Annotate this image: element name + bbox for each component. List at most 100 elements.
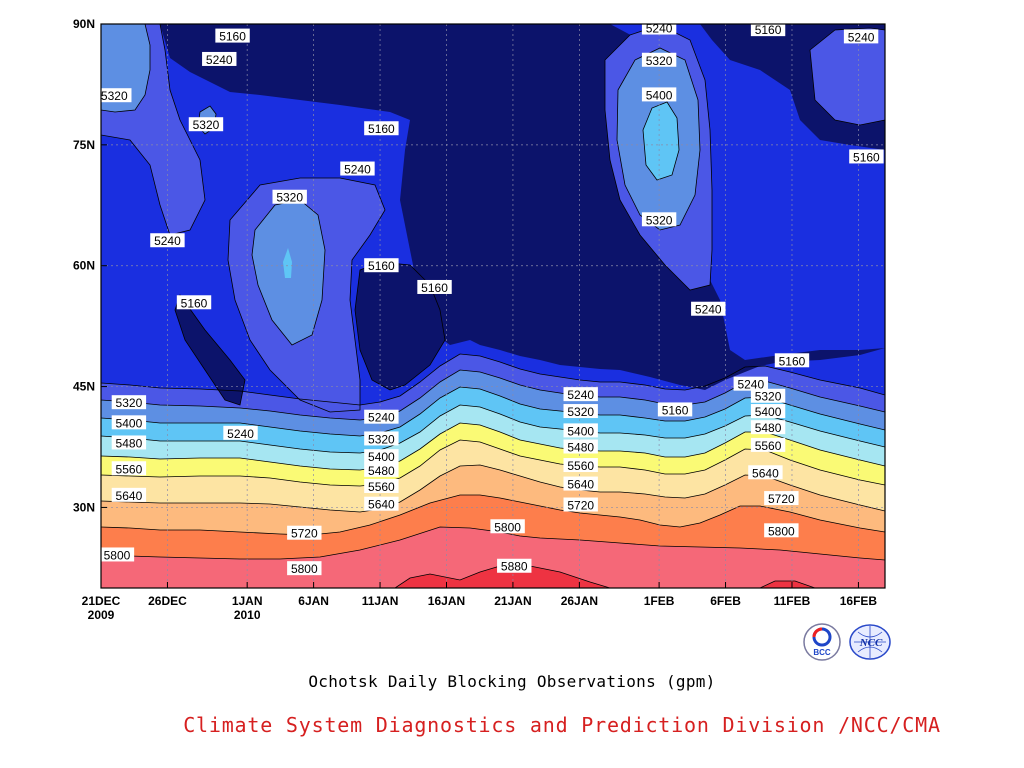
contour-label-19: 5160 (774, 353, 810, 368)
contour-label-3: 5320 (188, 117, 224, 132)
x-tick-label-11: 16FEB (840, 594, 878, 608)
contour-label-43: 5720 (563, 497, 598, 513)
plot-frame (100, 23, 886, 589)
contour-label-text: 5240 (206, 53, 233, 67)
x-tick-label-7: 26JAN (561, 594, 598, 608)
contour-label-text: 5160 (779, 354, 806, 368)
contour-label-9: 5160 (364, 258, 399, 273)
contour-label-12: 5320 (641, 52, 677, 68)
contour-label-text: 5160 (853, 150, 880, 164)
contour-label-box (843, 29, 879, 44)
contour-label-50: 5640 (748, 465, 783, 480)
contour-label-29: 5240 (364, 409, 399, 425)
contour-label-box (563, 423, 598, 438)
contour-labels: 5160524053205320524051605320516052405160… (101, 24, 884, 576)
contour-label-box (111, 461, 147, 476)
y-tick-label-2: 60N (73, 259, 95, 273)
contour-label-text: 5240 (567, 388, 594, 402)
contour-label-text: 5880 (501, 560, 528, 574)
contour-label-10: 5160 (417, 279, 452, 295)
contour-label-28: 5800 (287, 561, 322, 576)
contour-label-34: 5640 (364, 496, 399, 512)
contour-label-box (272, 189, 307, 204)
x-tick-label-1: 26DEC (148, 594, 187, 608)
patch-5400-center (283, 248, 292, 278)
contour-label-text: 5240 (227, 427, 254, 441)
plot-area: 5160524053205320524051605320516052405160… (101, 24, 885, 588)
patch-5880-right (760, 581, 815, 588)
x-tick-label-3: 6JAN (298, 594, 329, 608)
contour-label-text: 5560 (755, 439, 782, 453)
contour-label-23: 5560 (111, 461, 147, 476)
contour-label-33: 5560 (364, 478, 399, 494)
contour-label-20: 5320 (111, 395, 147, 410)
x-tick-label-10: 11FEB (774, 594, 811, 608)
contour-label-text: 5560 (368, 480, 395, 494)
contour-label-text: 5320 (755, 390, 782, 404)
contour-label-text: 5800 (494, 520, 521, 534)
contour-label-box (176, 295, 212, 310)
contour-label-box (417, 279, 452, 294)
contour-label-5: 5160 (176, 295, 212, 310)
contour-label-box (111, 395, 147, 410)
contour-label-box (364, 409, 399, 424)
contour-label-text: 5480 (116, 436, 143, 450)
contour-label-box (563, 387, 598, 402)
contour-label-16: 5160 (750, 24, 786, 37)
contour-label-text: 5640 (116, 489, 143, 503)
y-tick-label-3: 75N (73, 138, 95, 152)
contour-label-36: 5880 (497, 558, 532, 574)
contour-label-text: 5320 (368, 432, 395, 446)
contour-label-box (641, 52, 677, 67)
contour-label-box (641, 24, 677, 35)
contour-label-46: 5320 (750, 388, 786, 404)
contour-label-22: 5480 (111, 435, 147, 450)
contour-label-text: 5480 (368, 464, 395, 478)
contour-label-box (691, 301, 726, 316)
contour-label-box (287, 525, 322, 540)
contour-label-35: 5800 (490, 519, 525, 534)
region-below-5160-left (175, 295, 245, 405)
chart-title: Ochotsk Daily Blocking Observations (gpm… (308, 672, 716, 691)
contour-label-box (657, 402, 693, 417)
contour-label-box (111, 435, 147, 450)
contour-label-49: 5560 (750, 437, 786, 453)
contour-label-box (748, 465, 783, 480)
contour-label-box (849, 149, 884, 164)
contour-label-text: 5320 (646, 213, 673, 227)
x-tick-label-8: 1FEB (644, 594, 675, 608)
contour-label-13: 5400 (641, 87, 677, 102)
contour-label-box (188, 117, 224, 132)
contour-label-text: 5240 (344, 163, 371, 177)
contour-label-text: 5320 (276, 191, 303, 205)
contour-label-31: 5400 (364, 449, 399, 464)
contour-label-box (111, 487, 147, 502)
contour-label-box (750, 437, 786, 452)
contour-label-box (563, 439, 598, 454)
contour-label-45: 5240 (733, 376, 768, 392)
contour-label-41: 5560 (563, 458, 598, 473)
contour-label-text: 5480 (567, 441, 594, 455)
contour-label-24: 5640 (111, 487, 147, 503)
contour-label-text: 5320 (646, 54, 673, 68)
contour-label-box (101, 547, 135, 562)
contour-label-6: 5320 (272, 189, 307, 205)
contour-label-box (490, 519, 525, 534)
contour-label-box (641, 87, 677, 102)
contour-label-52: 5800 (764, 523, 799, 538)
contour-label-4: 5240 (150, 233, 185, 248)
contour-label-box (750, 388, 786, 403)
contour-label-text: 5160 (368, 122, 395, 136)
contour-label-box (641, 212, 677, 227)
contour-label-text: 5240 (695, 303, 722, 317)
contour-label-1: 5240 (202, 51, 237, 67)
contour-label-text: 5720 (291, 527, 318, 541)
contour-label-text: 5560 (116, 462, 143, 476)
contour-label-40: 5480 (563, 439, 598, 455)
contour-label-box (364, 258, 399, 273)
contour-label-25: 5800 (101, 547, 135, 562)
contour-label-44: 5160 (657, 402, 693, 417)
contour-label-box (750, 24, 786, 37)
